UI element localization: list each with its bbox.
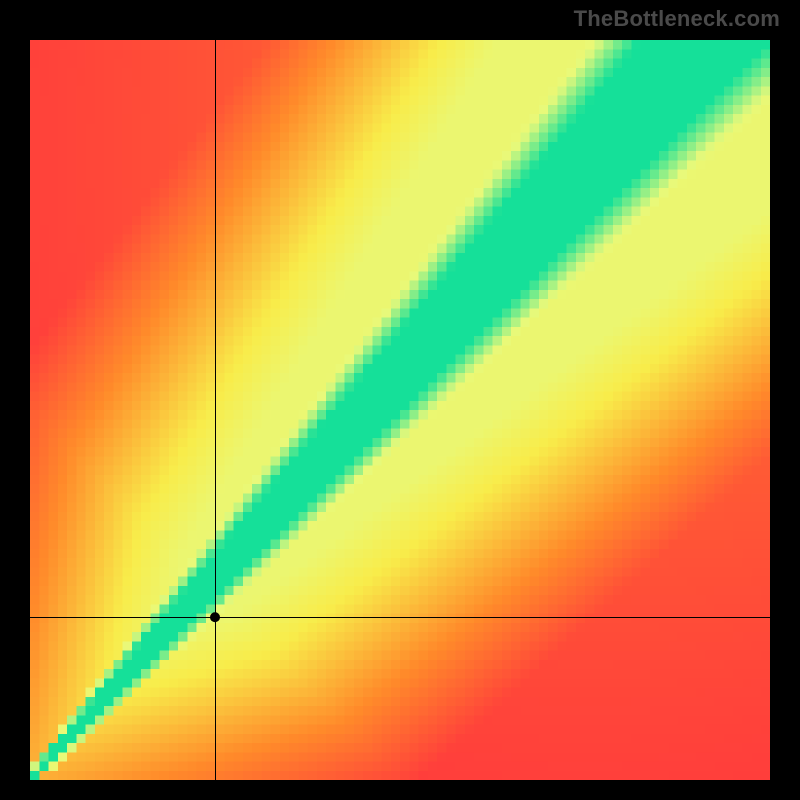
crosshair-overlay	[30, 40, 770, 780]
watermark-text: TheBottleneck.com	[574, 6, 780, 32]
heatmap-plot	[30, 40, 770, 780]
chart-container: { "canvas": { "width": 800, "height": 80…	[0, 0, 800, 800]
